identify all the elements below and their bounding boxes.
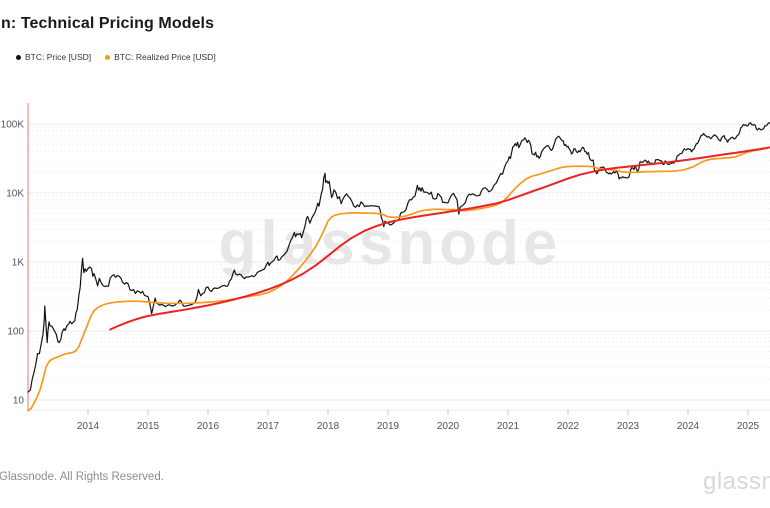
legend-dot-btc-realized-price-icon [105, 54, 111, 60]
x-axis-tick-label: 2023 [617, 421, 640, 432]
page-title: n: Technical Pricing Models [1, 15, 215, 32]
x-axis-tick-label: 2018 [317, 421, 340, 432]
x-axis-tick-label: 2024 [677, 421, 700, 432]
copyright-text: Glassnode. All Rights Reserved. [0, 471, 164, 483]
y-axis-tick-label: 100 [7, 327, 24, 338]
x-axis-tick-label: 2022 [557, 421, 580, 432]
x-axis-tick-label: 2017 [257, 421, 280, 432]
x-axis-tick-label: 2015 [137, 421, 160, 432]
legend-item-btc-realized-price[interactable]: BTC: Realized Price [USD] [105, 52, 216, 62]
series-red-model-line [109, 146, 770, 331]
chart-axis-labels: 10 100 1K 10K 100K 2014 2015 2016 2017 2018 2019 20… [1, 120, 760, 433]
legend-item-btc-price[interactable]: BTC: Price [USD] [16, 52, 91, 62]
glassnode-logo: glassn [703, 468, 770, 495]
series-btc-price [27, 122, 770, 393]
x-axis-tick-label: 2021 [497, 421, 520, 432]
y-axis-tick-label: 1K [12, 258, 25, 269]
legend-dot-btc-price-icon [16, 54, 21, 60]
x-axis-tick-label: 2014 [77, 421, 100, 432]
x-axis-tick-label: 2019 [377, 421, 400, 432]
x-axis-tick-label: 2016 [197, 421, 220, 432]
chart-series [27, 122, 770, 412]
glassnode-watermark: glassnode [219, 209, 562, 278]
series-btc-realized-price [27, 146, 770, 412]
x-axis-tick-label: 2025 [737, 421, 760, 432]
legend-label-btc-realized-price: BTC: Realized Price [USD] [114, 52, 216, 62]
legend-label-btc-price: BTC: Price [USD] [25, 52, 92, 62]
y-axis-tick-label: 100K [1, 120, 25, 131]
y-axis-tick-label: 10 [13, 396, 25, 407]
y-axis-tick-label: 10K [6, 189, 24, 200]
x-axis-tick-label: 2020 [437, 421, 460, 432]
chart-gridlines [27, 103, 770, 415]
chart-legend: BTC: Price [USD] BTC: Realized Price [US… [16, 52, 216, 62]
